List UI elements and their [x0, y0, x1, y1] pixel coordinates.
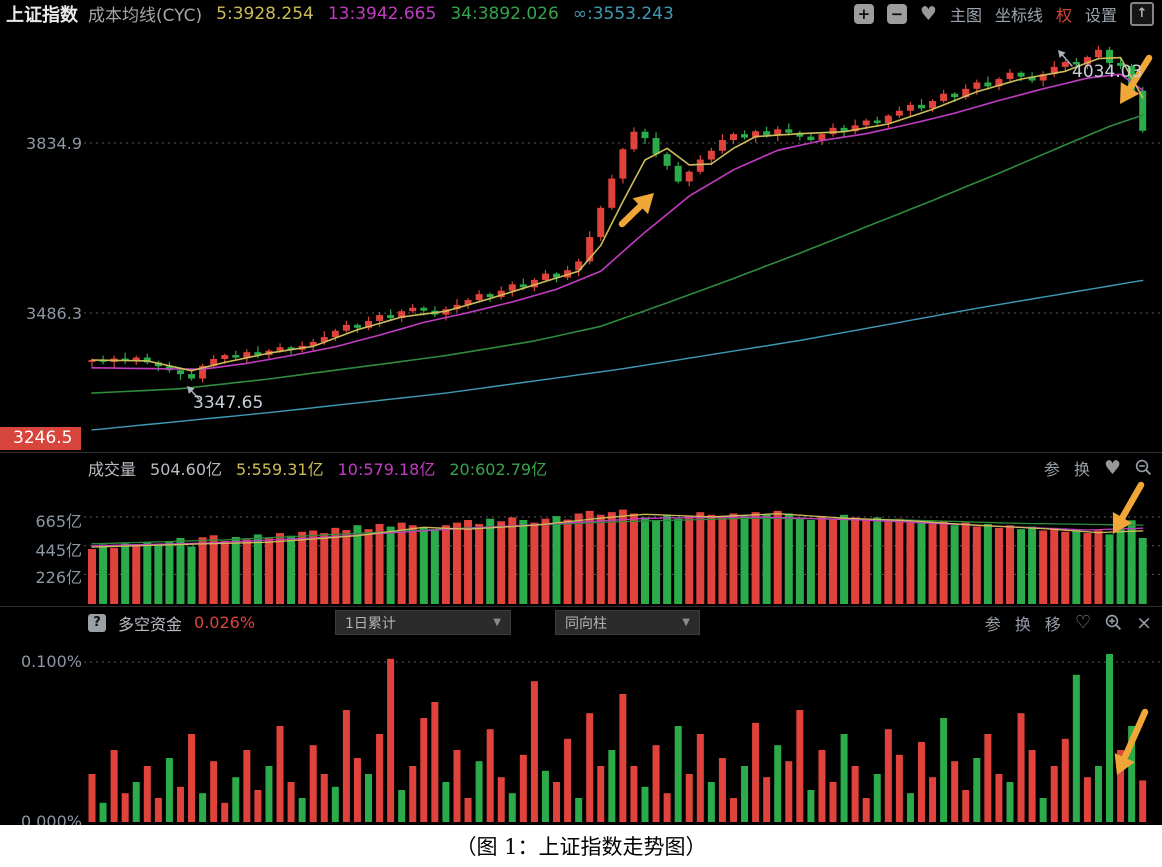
chart-area: 上证指数 成本均线(CYC) 5:3928.254 13:3942.665 34… [0, 0, 1162, 825]
indicator-axis-label: 0.100% [20, 652, 82, 671]
volume-favorite-icon[interactable]: ♥ [1103, 456, 1121, 479]
panel-divider [0, 452, 1162, 453]
cyc-ma34-value: 34:3892.026 [450, 3, 559, 24]
volume-ma5-value: 5:559.31亿 [236, 459, 324, 479]
low-label-pointer [187, 386, 200, 400]
indicator-name: 多空资金 [118, 614, 183, 634]
volume-ma10-value: 10:579.18亿 [337, 459, 436, 479]
axis-line-menu[interactable]: 坐标线 [994, 5, 1043, 25]
period-dropdown[interactable]: 1日累计 ▼ [335, 610, 511, 635]
volume-axis-label: 226亿 [35, 568, 82, 587]
indicator-param-button[interactable]: 参 [984, 614, 1001, 634]
settings-button[interactable]: 设置 [1084, 5, 1117, 25]
indicator-axis-label: 0.000% [20, 812, 82, 825]
cyc-inf-value: ∞:3553.243 [572, 3, 674, 24]
high-label-pointer [1058, 50, 1073, 67]
indicator-panel-header: ? 多空资金 0.026% [0, 607, 1162, 638]
help-icon[interactable]: ? [88, 613, 106, 632]
indicator-favorite-icon[interactable]: ♡ [1074, 612, 1092, 633]
style-dropdown[interactable]: 同向柱 ▼ [555, 610, 700, 635]
main-header-toolbar: + − ♥ 主图 坐标线 权 设置 ↑ [853, 0, 1154, 27]
candlestick-plot [84, 45, 1162, 822]
indicator-move-button[interactable]: 移 [1044, 614, 1061, 634]
annotation-arrow-volume [1112, 481, 1145, 534]
indicator-toolbar: 参 换 移 ♡ × [985, 607, 1152, 638]
main-chart-menu[interactable]: 主图 [949, 5, 982, 25]
volume-axis-label: 445亿 [35, 541, 82, 560]
index-title: 上证指数 [6, 4, 78, 26]
volume-ma20-value: 20:602.79亿 [449, 459, 548, 479]
expand-panel-icon[interactable] [1105, 614, 1122, 631]
zoom-out-button[interactable]: − [886, 3, 907, 24]
indicator-current-value: 0.026% [194, 613, 256, 632]
period-dropdown-value: 1日累计 [345, 615, 396, 632]
main-chart-header: 上证指数 成本均线(CYC) 5:3928.254 13:3942.665 34… [0, 0, 1162, 27]
volume-switch-button[interactable]: 换 [1073, 459, 1090, 479]
price-axis-label: 3486.3 [26, 304, 82, 323]
style-dropdown-value: 同向柱 [565, 615, 607, 632]
chevron-down-icon: ▼ [493, 617, 501, 628]
annotation-arrow-peak [1120, 54, 1153, 104]
volume-panel-header: 成交量 504.60亿 5:559.31亿 10:579.18亿 20:602.… [0, 453, 1162, 482]
zoom-in-button[interactable]: + [853, 3, 874, 24]
cyc-ma13-value: 13:3942.665 [327, 3, 437, 24]
price-axis-label: 3834.9 [26, 134, 82, 153]
favorite-icon[interactable]: ♥ [919, 2, 937, 25]
volume-label: 成交量 [88, 459, 137, 479]
chevron-down-icon: ▼ [682, 617, 690, 628]
cyc-ma5-value: 5:3928.254 [216, 3, 314, 24]
annotation-arrow-indicator [1114, 708, 1149, 775]
high-price-annotation: 4034.03 [1072, 62, 1143, 82]
indicator-name-cyc: 成本均线(CYC) [88, 6, 203, 26]
volume-param-button[interactable]: 参 [1043, 459, 1060, 479]
low-price-annotation: 3347.65 [193, 393, 264, 413]
export-icon[interactable]: ↑ [1130, 1, 1154, 26]
volume-toolbar: 参 换 ♥ [1044, 453, 1152, 482]
figure-caption: （图 1：上证指数走势图） [0, 825, 1162, 867]
volume-current-value: 504.60亿 [150, 459, 223, 479]
volume-axis-label: 665亿 [35, 512, 82, 531]
annotation-arrow-dip [618, 193, 654, 228]
price-axis-badge: 3246.5 [0, 427, 82, 450]
collapse-panel-icon[interactable] [1135, 459, 1152, 476]
adjust-rights-button[interactable]: 权 [1055, 5, 1072, 25]
close-icon[interactable]: × [1136, 611, 1152, 634]
indicator-switch-button[interactable]: 换 [1014, 614, 1031, 634]
panel-divider [0, 606, 1162, 607]
